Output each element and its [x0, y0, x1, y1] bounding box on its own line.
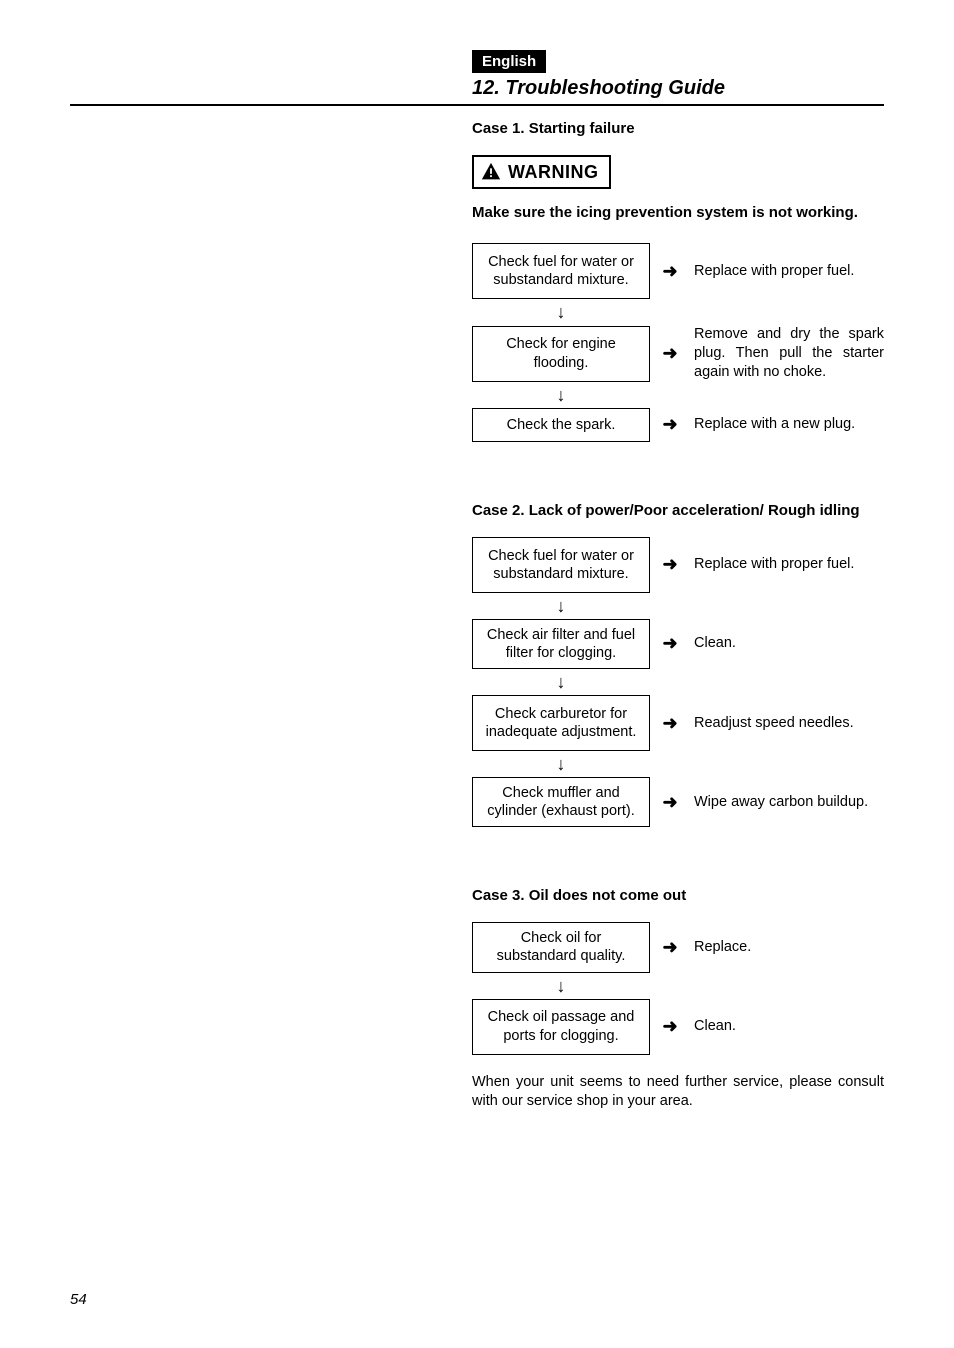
case1-title: Case 1. Starting failure: [472, 120, 884, 137]
flow-check-box: Check oil passage and ports for clogging…: [472, 999, 650, 1055]
flow-check-box: Check the spark.: [472, 408, 650, 442]
closing-note: When your unit seems to need further ser…: [472, 1073, 884, 1112]
section-divider: [70, 104, 884, 106]
flow-action: Replace.: [690, 938, 884, 957]
flow-row: Check fuel for water or substandard mixt…: [472, 243, 884, 299]
flow-check-box: Check fuel for water or substandard mixt…: [472, 537, 650, 593]
flow-action: Replace with proper fuel.: [690, 555, 884, 574]
arrow-right-icon: ➜: [650, 937, 690, 958]
page-number: 54: [70, 1291, 87, 1308]
flow-row: Check air filter and fuel filter for clo…: [472, 619, 884, 669]
arrow-right-icon: ➜: [650, 633, 690, 654]
case3-flow: Check oil for substandard quality. ➜ Rep…: [472, 922, 884, 1054]
flow-row: Check muffler and cylinder (exhaust port…: [472, 777, 884, 827]
language-badge: English: [472, 50, 546, 73]
arrow-right-icon: ➜: [650, 792, 690, 813]
content-column: English 12. Troubleshooting Guide: [472, 50, 884, 100]
flow-action: Replace with a new plug.: [690, 415, 884, 434]
arrow-right-icon: ➜: [650, 414, 690, 435]
flow-action: Readjust speed needles.: [690, 714, 884, 733]
arrow-down-icon: ↓: [472, 669, 650, 695]
flow-row: Check carburetor for inadequate adjustme…: [472, 695, 884, 751]
arrow-down-icon: ↓: [472, 973, 650, 999]
case2-title: Case 2. Lack of power/Poor acceleration/…: [472, 502, 884, 519]
flow-check-box: Check for engine flooding.: [472, 326, 650, 382]
page: English 12. Troubleshooting Guide Case 1…: [0, 0, 954, 1348]
flow-action: Replace with proper fuel.: [690, 262, 884, 281]
flow-row: Check oil for substandard quality. ➜ Rep…: [472, 922, 884, 972]
flow-row: Check fuel for water or substandard mixt…: [472, 537, 884, 593]
case2-flow: Check fuel for water or substandard mixt…: [472, 537, 884, 828]
flow-row: Check the spark. ➜ Replace with a new pl…: [472, 408, 884, 442]
arrow-down-icon: ↓: [472, 593, 650, 619]
case3-title: Case 3. Oil does not come out: [472, 887, 884, 904]
warning-box: WARNING: [472, 155, 611, 189]
flow-check-box: Check carburetor for inadequate adjustme…: [472, 695, 650, 751]
arrow-right-icon: ➜: [650, 343, 690, 364]
flow-check-box: Check air filter and fuel filter for clo…: [472, 619, 650, 669]
arrow-down-icon: ↓: [472, 751, 650, 777]
flow-row: Check oil passage and ports for clogging…: [472, 999, 884, 1055]
flow-row: Check for engine flooding. ➜ Remove and …: [472, 325, 884, 382]
arrow-right-icon: ➜: [650, 554, 690, 575]
warning-triangle-icon: [480, 161, 502, 183]
arrow-right-icon: ➜: [650, 1016, 690, 1037]
flow-action: Remove and dry the spark plug. Then pull…: [690, 325, 884, 382]
arrow-down-icon: ↓: [472, 299, 650, 325]
arrow-right-icon: ➜: [650, 713, 690, 734]
case1-flow: Check fuel for water or substandard mixt…: [472, 243, 884, 442]
flow-action: Wipe away carbon buildup.: [690, 793, 884, 812]
content-body: Case 1. Starting failure WARNING Make su…: [472, 120, 884, 1112]
section-title: 12. Troubleshooting Guide: [472, 77, 884, 100]
flow-action: Clean.: [690, 1017, 884, 1036]
flow-check-box: Check muffler and cylinder (exhaust port…: [472, 777, 650, 827]
warning-label: WARNING: [508, 162, 599, 183]
flow-check-box: Check oil for substandard quality.: [472, 922, 650, 972]
warning-note: Make sure the icing prevention system is…: [472, 203, 884, 223]
flow-action: Clean.: [690, 634, 884, 653]
flow-check-box: Check fuel for water or substandard mixt…: [472, 243, 650, 299]
arrow-right-icon: ➜: [650, 261, 690, 282]
arrow-down-icon: ↓: [472, 382, 650, 408]
